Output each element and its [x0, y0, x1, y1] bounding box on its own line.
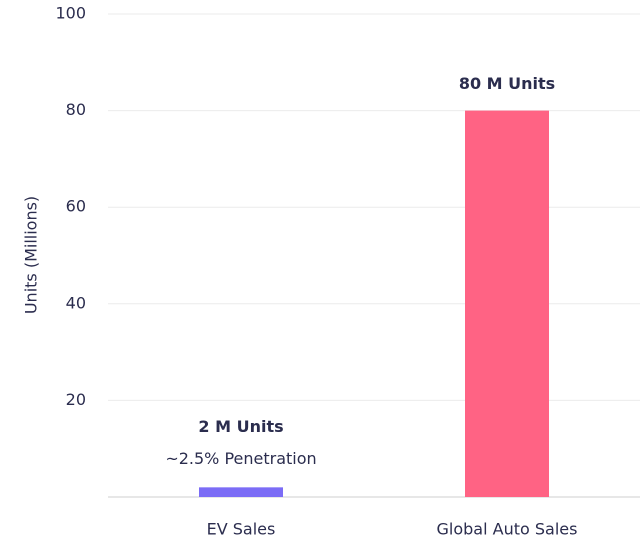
value-label: 2 M Units — [198, 417, 283, 436]
bar — [199, 487, 283, 497]
y-tick-label: 40 — [66, 293, 86, 312]
bar — [465, 110, 549, 497]
x-tick-label: EV Sales — [207, 520, 276, 539]
x-tick-label: Global Auto Sales — [437, 520, 578, 539]
y-axis-label: Units (Millions) — [22, 196, 41, 314]
annotation: ~2.5% Penetration — [165, 449, 316, 468]
y-tick-label: 100 — [55, 4, 86, 23]
y-tick-label: 60 — [66, 197, 86, 216]
value-label: 80 M Units — [459, 74, 555, 93]
y-tick-label: 80 — [66, 100, 86, 119]
y-tick-label: 20 — [66, 390, 86, 409]
